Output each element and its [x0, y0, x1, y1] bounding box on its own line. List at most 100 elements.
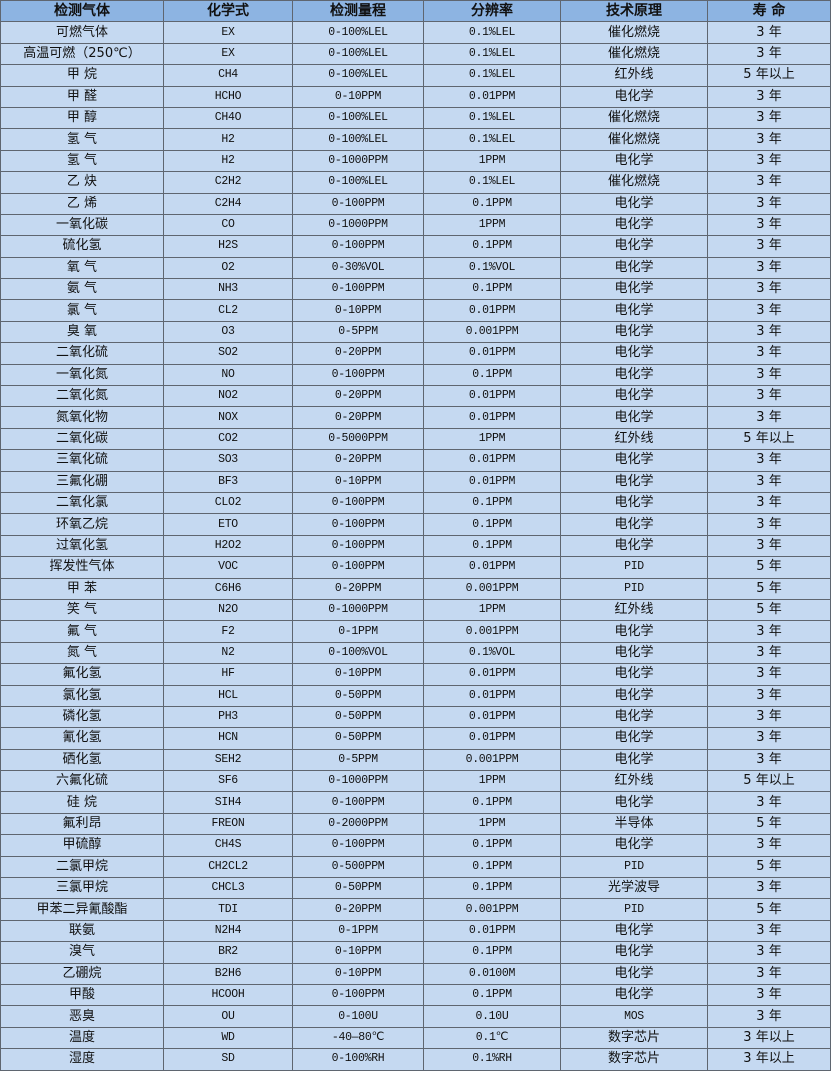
resolution-cell: 0.001PPM — [423, 898, 561, 921]
resolution-cell: 0.1%VOL — [423, 256, 561, 280]
formula-cell: SO2 — [163, 342, 293, 365]
gas-name-cell: 甲酸 — [0, 983, 164, 1007]
formula-cell: H2 — [163, 128, 293, 151]
resolution-cell: 0.01PPM — [423, 85, 561, 108]
lifespan-cell: 3 年 — [707, 663, 831, 686]
lifespan-cell: 5 年 — [707, 898, 831, 921]
gas-name-cell: 恶臭 — [0, 1005, 164, 1028]
lifespan-cell: 3 年 — [707, 342, 831, 365]
lifespan-cell: 3 年 — [707, 727, 831, 750]
resolution-cell: 0.1PPM — [423, 278, 561, 301]
gas-name-cell: 一氧化氮 — [0, 363, 164, 387]
range-cell: 0-10PPM — [292, 299, 424, 322]
header-gas: 检测气体 — [0, 0, 164, 23]
principle-cell: 电化学 — [560, 342, 708, 365]
resolution-cell: 0.1%LEL — [423, 64, 561, 87]
range-cell: 0-1000PPM — [292, 213, 424, 237]
formula-cell: H2 — [163, 149, 293, 173]
formula-cell: H2O2 — [163, 534, 293, 558]
gas-name-cell: 溴气 — [0, 941, 164, 964]
table-row: 甲酸 HCOOH 0-100PPM 0.1PPM 电化学 3 年 — [0, 983, 831, 1007]
formula-cell: FREON — [163, 812, 293, 836]
range-cell: 0-20PPM — [292, 449, 424, 472]
principle-cell: 红外线 — [560, 64, 708, 87]
table-row: 氯化氢 HCL 0-50PPM 0.01PPM 电化学 3 年 — [0, 684, 831, 707]
principle-cell: 电化学 — [560, 192, 708, 215]
formula-cell: C6H6 — [163, 577, 293, 600]
formula-cell: C2H4 — [163, 192, 293, 215]
formula-cell: NO2 — [163, 385, 293, 408]
resolution-cell: 0.001PPM — [423, 577, 561, 600]
table-row: 氮 气 N2 0-100%VOL 0.1%VOL 电化学 3 年 — [0, 641, 831, 665]
gas-name-cell: 二氧化硫 — [0, 342, 164, 365]
gas-name-cell: 二氯甲烷 — [0, 855, 164, 879]
table-row: 湿度 SD 0-100%RH 0.1%RH 数字芯片 3 年以上 — [0, 1048, 831, 1071]
resolution-cell: 0.1%LEL — [423, 21, 561, 44]
table-row: 挥发性气体 VOC 0-100PPM 0.01PPM PID 5 年 — [0, 556, 831, 579]
gas-name-cell: 三氟化硼 — [0, 470, 164, 493]
lifespan-cell: 3 年 — [707, 171, 831, 194]
header-lifespan: 寿 命 — [707, 0, 831, 23]
table-row: 磷化氢 PH3 0-50PPM 0.01PPM 电化学 3 年 — [0, 705, 831, 729]
resolution-cell: 1PPM — [423, 812, 561, 836]
principle-cell: 电化学 — [560, 256, 708, 280]
table-row: 氢 气 H2 0-1000PPM 1PPM 电化学 3 年 — [0, 149, 831, 173]
lifespan-cell: 3 年 — [707, 85, 831, 108]
gas-name-cell: 一氧化碳 — [0, 213, 164, 237]
gas-name-cell: 氯 气 — [0, 299, 164, 322]
principle-cell: 电化学 — [560, 278, 708, 301]
gas-name-cell: 二氧化氯 — [0, 491, 164, 515]
formula-cell: CHCL3 — [163, 877, 293, 900]
range-cell: 0-1000PPM — [292, 598, 424, 622]
resolution-cell: 0.01PPM — [423, 449, 561, 472]
formula-cell: SIH4 — [163, 791, 293, 814]
range-cell: 0-20PPM — [292, 898, 424, 921]
principle-cell: 电化学 — [560, 213, 708, 237]
resolution-cell: 0.1PPM — [423, 877, 561, 900]
gas-name-cell: 甲 苯 — [0, 577, 164, 600]
lifespan-cell: 3 年 — [707, 213, 831, 237]
principle-cell: 电化学 — [560, 834, 708, 857]
principle-cell: 数字芯片 — [560, 1048, 708, 1071]
lifespan-cell: 3 年 — [707, 320, 831, 344]
lifespan-cell: 3 年 — [707, 21, 831, 44]
formula-cell: HCL — [163, 684, 293, 707]
principle-cell: 数字芯片 — [560, 1026, 708, 1050]
formula-cell: HF — [163, 663, 293, 686]
gas-name-cell: 甲 烷 — [0, 64, 164, 87]
resolution-cell: 0.1%LEL — [423, 42, 561, 66]
gas-name-cell: 氯化氢 — [0, 684, 164, 707]
range-cell: 0-100PPM — [292, 534, 424, 558]
lifespan-cell: 3 年 — [707, 256, 831, 280]
gas-name-cell: 二氧化氮 — [0, 385, 164, 408]
formula-cell: TDI — [163, 898, 293, 921]
lifespan-cell: 3 年 — [707, 42, 831, 66]
principle-cell: PID — [560, 855, 708, 879]
principle-cell: MOS — [560, 1005, 708, 1028]
range-cell: 0-100%LEL — [292, 42, 424, 66]
lifespan-cell: 3 年 — [707, 406, 831, 429]
resolution-cell: 0.01PPM — [423, 299, 561, 322]
range-cell: 0-20PPM — [292, 385, 424, 408]
formula-cell: BF3 — [163, 470, 293, 493]
principle-cell: 电化学 — [560, 791, 708, 814]
table-row: 甲 醇 CH4O 0-100%LEL 0.1%LEL 催化燃烧 3 年 — [0, 106, 831, 130]
lifespan-cell: 3 年 — [707, 919, 831, 943]
resolution-cell: 0.1PPM — [423, 192, 561, 215]
table-row: 二氧化氮 NO2 0-20PPM 0.01PPM 电化学 3 年 — [0, 385, 831, 408]
table-row: 乙硼烷 B2H6 0-10PPM 0.0100M 电化学 3 年 — [0, 962, 831, 985]
range-cell: 0-10PPM — [292, 962, 424, 985]
principle-cell: 电化学 — [560, 299, 708, 322]
lifespan-cell: 3 年以上 — [707, 1026, 831, 1050]
range-cell: 0-100%VOL — [292, 641, 424, 665]
principle-cell: 电化学 — [560, 363, 708, 387]
table-row: 氰化氢 HCN 0-50PPM 0.01PPM 电化学 3 年 — [0, 727, 831, 750]
table-row: 氨 气 NH3 0-100PPM 0.1PPM 电化学 3 年 — [0, 278, 831, 301]
resolution-cell: 0.1PPM — [423, 491, 561, 515]
formula-cell: HCN — [163, 727, 293, 750]
resolution-cell: 0.001PPM — [423, 320, 561, 344]
header-row: 检测气体 化学式 检测量程 分辨率 技术原理 寿 命 — [0, 0, 831, 23]
table-row: 臭 氧 O3 0-5PPM 0.001PPM 电化学 3 年 — [0, 320, 831, 344]
gas-name-cell: 联氨 — [0, 919, 164, 943]
principle-cell: 红外线 — [560, 427, 708, 451]
